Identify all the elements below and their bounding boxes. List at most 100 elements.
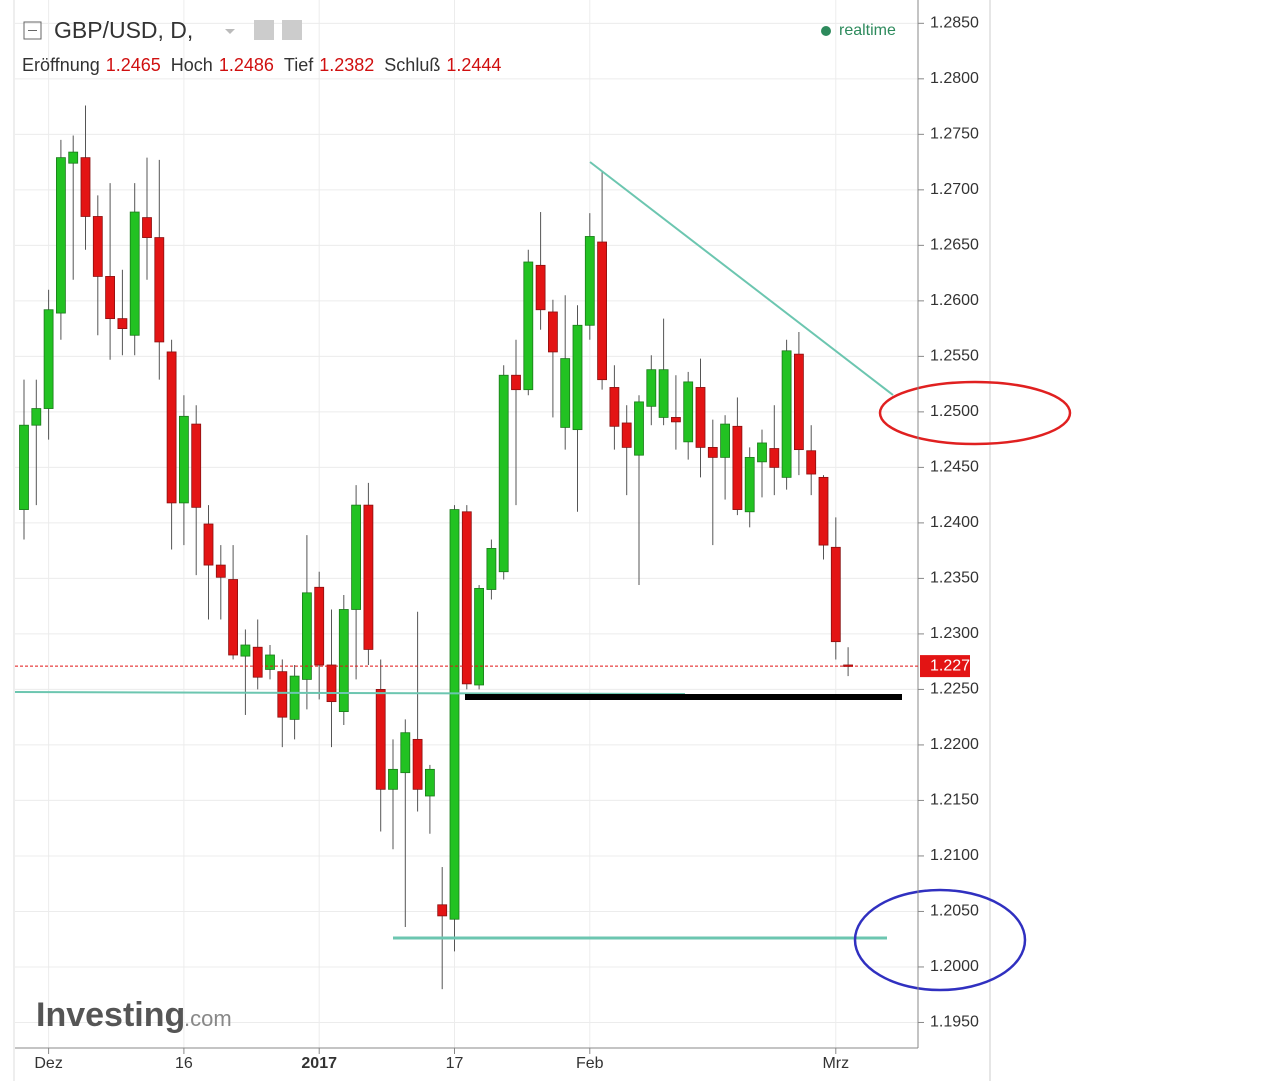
candle-body bbox=[572, 324, 583, 431]
y-tick-label: 1.2850 bbox=[930, 15, 979, 32]
x-tick-label: Feb bbox=[576, 1055, 604, 1072]
ohlc-name: Tief bbox=[284, 55, 314, 75]
y-tick-label: 1.2700 bbox=[930, 181, 979, 198]
candle-body bbox=[461, 511, 472, 685]
watermark: .com bbox=[184, 1006, 232, 1031]
candle-body bbox=[265, 654, 275, 670]
candle-body bbox=[117, 318, 128, 330]
candle-body bbox=[535, 264, 546, 311]
candle-body bbox=[191, 423, 202, 508]
candle-body bbox=[19, 424, 29, 510]
candle-body bbox=[511, 374, 521, 391]
ohlc-value: 1.2382 bbox=[319, 55, 374, 75]
x-tick-label: 17 bbox=[446, 1055, 464, 1072]
candle-body bbox=[43, 309, 54, 409]
candle-body bbox=[351, 504, 362, 610]
dropdown-icon[interactable] bbox=[225, 29, 235, 34]
watermark: Investing bbox=[36, 996, 185, 1034]
candle-body bbox=[166, 351, 177, 504]
y-tick-label: 1.2250 bbox=[930, 681, 979, 698]
candle-body bbox=[56, 157, 66, 314]
y-tick-label: 1.2350 bbox=[930, 570, 979, 587]
y-tick-label: 1.2600 bbox=[930, 292, 979, 309]
trend-line bbox=[589, 161, 894, 396]
y-tick-label: 1.2300 bbox=[930, 625, 979, 642]
y-tick-label: 1.2500 bbox=[930, 403, 979, 420]
candle-body bbox=[498, 374, 509, 573]
eye-icon[interactable] bbox=[254, 20, 274, 40]
candle-body bbox=[326, 664, 337, 703]
candle-body bbox=[584, 236, 595, 326]
ohlc-name: Schluß bbox=[384, 55, 440, 75]
status: realtime bbox=[839, 22, 896, 39]
candle-body bbox=[80, 157, 91, 217]
candles bbox=[19, 105, 853, 990]
status-dot bbox=[821, 26, 831, 36]
candle-body bbox=[92, 216, 103, 277]
candle-body bbox=[215, 564, 226, 578]
candle-body bbox=[252, 646, 263, 678]
candle-body bbox=[375, 689, 386, 790]
y-tick-label: 1.2650 bbox=[930, 237, 979, 254]
y-tick-label: 1.1950 bbox=[930, 1014, 979, 1031]
candle-body bbox=[277, 671, 288, 718]
x-tick-label: Mrz bbox=[822, 1055, 849, 1072]
candle-body bbox=[31, 408, 42, 426]
candle-body bbox=[744, 456, 755, 513]
y-tick-label: 1.2550 bbox=[930, 348, 979, 365]
last-price-box bbox=[920, 655, 970, 678]
y-tick-label: 1.2050 bbox=[930, 903, 979, 920]
candle-body bbox=[781, 350, 792, 478]
candle-body bbox=[474, 587, 485, 686]
candle-body bbox=[830, 546, 841, 643]
ohlc-value: 1.2465 bbox=[106, 55, 161, 75]
collapse-icon[interactable] bbox=[23, 21, 42, 40]
candle-body bbox=[301, 592, 312, 680]
support-line bbox=[14, 691, 686, 695]
candle-body bbox=[634, 401, 644, 456]
candle-body bbox=[240, 644, 251, 657]
y-tick-label: 1.2000 bbox=[930, 958, 979, 975]
y-tick-label: 1.2100 bbox=[930, 847, 979, 864]
y-tick-label: 1.2800 bbox=[930, 70, 979, 87]
candle-body bbox=[105, 276, 115, 320]
candle-body bbox=[424, 768, 435, 797]
candle-body bbox=[560, 358, 571, 428]
candle-body bbox=[707, 446, 718, 458]
candle-body bbox=[548, 311, 558, 353]
candle-body bbox=[203, 523, 214, 566]
candle-body bbox=[388, 768, 398, 790]
highlight-circle bbox=[853, 888, 1027, 992]
chart-title: GBP/USD, D, bbox=[54, 17, 193, 43]
candle-body bbox=[412, 738, 423, 790]
x-tick-label: Dez bbox=[34, 1055, 62, 1072]
candle-body bbox=[68, 151, 79, 164]
candle-body bbox=[400, 732, 411, 774]
candle-body bbox=[818, 476, 829, 546]
y-tick-label: 1.2400 bbox=[930, 514, 979, 531]
x-tick-label: 2017 bbox=[301, 1055, 337, 1072]
candle-body bbox=[732, 425, 743, 510]
y-tick-label: 1.2450 bbox=[930, 459, 979, 476]
ohlc-name: Eröffnung bbox=[22, 55, 100, 75]
ohlc-value: 1.2444 bbox=[446, 55, 501, 75]
candle-body bbox=[129, 211, 140, 336]
candle-body bbox=[646, 369, 657, 407]
ohlc-header: Eröffnung 1.2465 Hoch 1.2486 Tief 1.2382 Schlu… bbox=[22, 55, 501, 75]
candle-body bbox=[597, 241, 607, 381]
last-price-label: 1.2271 bbox=[930, 657, 979, 674]
highlight-circle bbox=[878, 380, 1072, 446]
y-tick-label: 1.2750 bbox=[930, 126, 979, 143]
x-tick-label: 16 bbox=[175, 1055, 193, 1072]
candle-body bbox=[683, 381, 694, 443]
settings-icon[interactable] bbox=[282, 20, 302, 40]
ohlc-value: 1.2486 bbox=[219, 55, 274, 75]
candle-body bbox=[658, 369, 669, 418]
y-tick-label: 1.2200 bbox=[930, 736, 979, 753]
candle-body bbox=[794, 353, 804, 451]
candle-body bbox=[228, 579, 239, 656]
candle-body bbox=[314, 586, 325, 666]
candle-body bbox=[720, 423, 730, 458]
